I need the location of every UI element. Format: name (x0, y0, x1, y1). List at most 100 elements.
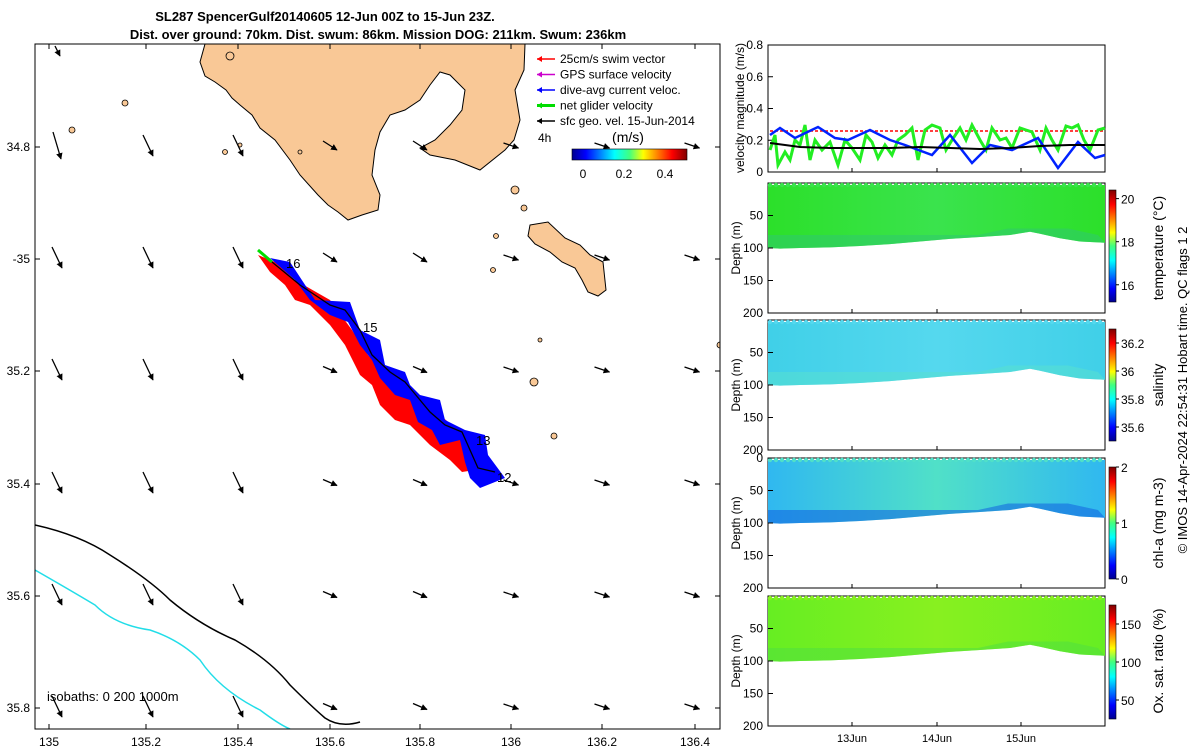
time-tick: 13Jun (837, 733, 867, 745)
map-y-tick: 35.4 (7, 477, 31, 491)
map-x-tick: 136.4 (680, 735, 710, 749)
day-labels: 16 15 13 12 (286, 256, 511, 485)
time-axis: 13Jun 14Jun 15Jun (837, 168, 1036, 745)
colorbar-label: salinity (1150, 364, 1166, 407)
depth-tick: 200 (743, 306, 763, 320)
depth-tick: 0 (756, 451, 763, 465)
depth-ylabel: Depth (m) (729, 221, 743, 274)
depth-tick: 150 (743, 274, 763, 288)
depth-ylabel: Depth (m) (729, 496, 743, 549)
map-y-tick: 35.6 (7, 589, 31, 603)
map-y-tick: -35 (13, 252, 31, 266)
colorbar-tick: 35.6 (1121, 421, 1145, 435)
map-y-tick: 35.8 (7, 701, 31, 715)
map-x-tick: 135.4 (223, 735, 253, 749)
velocity-y-tick: 0.2 (746, 133, 763, 147)
day-label: 13 (476, 433, 490, 448)
map-x-tick: 135.6 (315, 735, 345, 749)
day-label: 15 (363, 320, 377, 335)
depth-tick: 150 (743, 411, 763, 425)
depth-tick: 100 (743, 378, 763, 392)
interval-label: 4h (538, 131, 551, 145)
credit-text: © IMOS 14-Apr-2024 22:54:31 Hobart time.… (1175, 227, 1190, 554)
legend-item-label: 25cm/s swim vector (560, 52, 665, 66)
map-x-axis: 135 135.2 135.4 135.6 135.8 136 136.2 136.4 (39, 44, 710, 749)
isobath-200m (35, 524, 361, 725)
glider-track-line (271, 261, 496, 473)
profile-panel: 50 100 150 200 Depth (m) 50 100 150 Ox. sat. rat… (729, 595, 1166, 733)
map-x-tick: 136 (501, 735, 521, 749)
depth-tick: 150 (743, 687, 763, 701)
velocity-y-tick: 0 (756, 165, 763, 179)
colorbar-label: Ox. sat. ratio (%) (1150, 608, 1166, 713)
figure-title-line1: SL287 SpencerGulf20140605 12-Jun 00Z to … (155, 9, 495, 24)
colorbar (1108, 328, 1117, 442)
colorbar-tick: 20 (1121, 193, 1135, 207)
day-label: 12 (497, 470, 511, 485)
colorbar-tick: 0.4 (657, 167, 674, 181)
depth-tick: 50 (750, 209, 764, 223)
figure-title-line2: Dist. over ground: 70km. Dist. swum: 86k… (130, 27, 626, 42)
depth-tick: 200 (743, 443, 763, 457)
depth-tick: 150 (743, 549, 763, 563)
depth-ylabel: Depth (m) (729, 358, 743, 411)
colorbar-title: (m/s) (612, 129, 644, 145)
depth-ylabel: Depth (m) (729, 634, 743, 687)
velocity-panel: 0 0.2 0.4 0.6 0.8 velocity magnitude (m/s) (733, 38, 1106, 179)
colorbar-tick: 18 (1121, 236, 1135, 250)
colorbar (1108, 189, 1117, 303)
depth-tick: 100 (743, 654, 763, 668)
depth-tick: 200 (743, 581, 763, 595)
legend-item-label: net glider velocity (560, 99, 653, 113)
depth-tick: 200 (743, 719, 763, 733)
dive-avg-current-series (769, 125, 1106, 171)
depth-tick: 50 (750, 484, 764, 498)
colorbar-tick: 2 (1121, 461, 1128, 475)
colorbar-tick: 0 (1121, 573, 1128, 587)
depth-tick: 50 (750, 622, 764, 636)
depth-tick: 100 (743, 516, 763, 530)
colorbar-tick: 0 (580, 167, 587, 181)
isobath-1000m (35, 569, 291, 729)
velocity-y-tick: 0.4 (746, 102, 763, 116)
legend-item-label: dive-avg current veloc. (560, 83, 681, 97)
profile-panel: 50 100 150 200 Depth (m) 35.6 35.8 36 36.2 salini… (729, 319, 1166, 457)
colorbar-tick: 35.8 (1121, 393, 1145, 407)
velocity-ylabel: velocity magnitude (m/s) (733, 43, 747, 173)
colorbar-tick: 36 (1121, 365, 1135, 379)
islets (68, 51, 720, 440)
land-peninsula (199, 44, 526, 221)
legend-item-label: sfc geo. vel. 15-Jun-2014 (560, 114, 695, 128)
velocity-y-tick: 0.6 (746, 70, 763, 84)
colorbar-label: temperature (°C) (1150, 196, 1166, 300)
colorbar (1108, 604, 1117, 720)
net-glider-track (257, 248, 273, 264)
depth-tick: 100 (743, 241, 763, 255)
profile-panel: 50 100 150 200 Depth (m) 16 18 20 temperature (°… (729, 182, 1166, 320)
legend-item-label: GPS surface velocity (560, 68, 671, 82)
map-y-tick: 34.8 (7, 140, 31, 154)
map-panel: 16 15 13 12 135 135.2 135.4 135.6 135.8 136 13… (7, 43, 721, 749)
time-tick: 14Jun (922, 733, 952, 745)
colorbar-label: chl-a (mg m-3) (1150, 477, 1166, 568)
colorbar-tick: 100 (1121, 656, 1141, 670)
dive-avg-current-area (270, 258, 505, 488)
map-legend: 25cm/s swim vector GPS surface velocitydi… (537, 52, 695, 181)
map-y-tick: 35.2 (7, 364, 31, 378)
colorbar-tick: 50 (1121, 694, 1135, 708)
depth-tick: 50 (750, 346, 764, 360)
map-x-tick: 135 (39, 735, 59, 749)
profile-panel: 0 50 100 150 200 Depth (m) 0 1 2 chl-a (mg m-3) (729, 451, 1166, 595)
sfc-geo-velocity-field (51, 45, 701, 718)
speed-colorbar (571, 148, 688, 161)
colorbar-tick: 36.2 (1121, 337, 1145, 351)
map-x-tick: 135.8 (405, 735, 435, 749)
colorbar-tick: 1 (1121, 517, 1128, 531)
land-island (527, 221, 607, 297)
time-tick: 15Jun (1006, 733, 1036, 745)
colorbar-tick: 0.2 (616, 167, 633, 181)
colorbar (1108, 466, 1117, 580)
isobath-legend: isobaths: 0 200 1000m (47, 689, 179, 704)
map-x-tick: 135.2 (131, 735, 161, 749)
colorbar-tick: 150 (1121, 618, 1141, 632)
